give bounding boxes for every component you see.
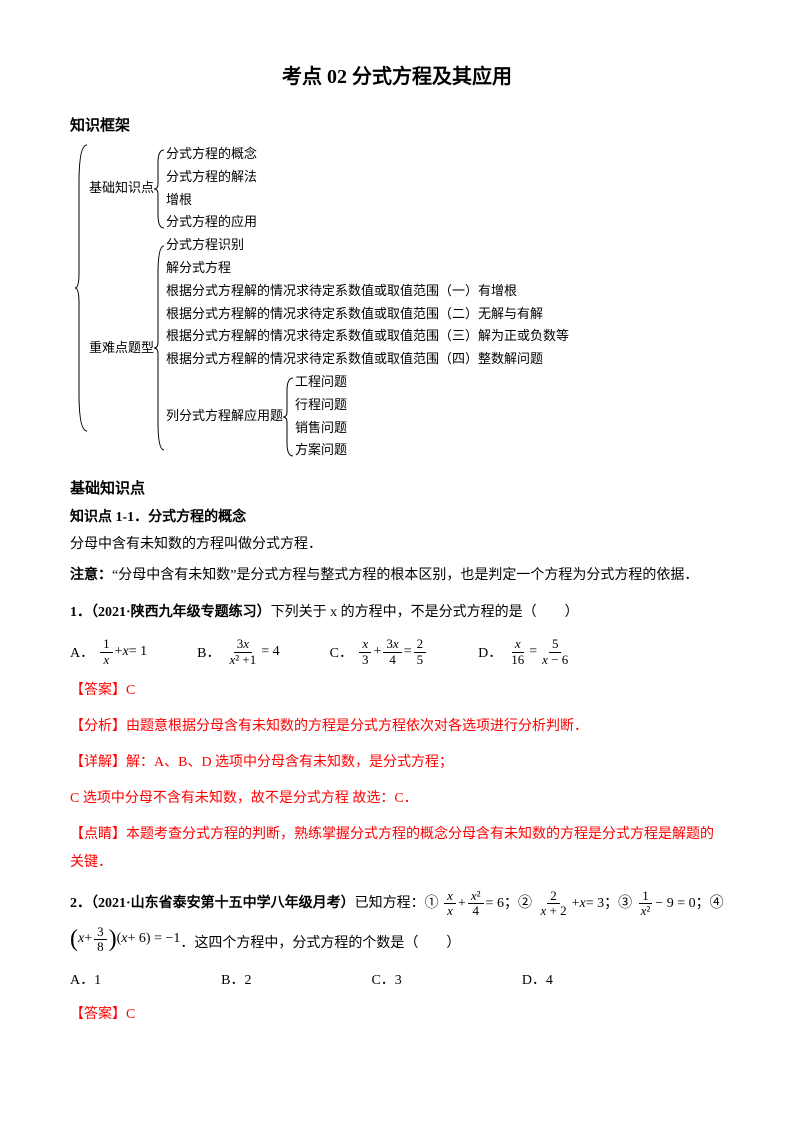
opt-label: C． bbox=[330, 642, 353, 662]
tree-item: 解分式方程 bbox=[166, 257, 569, 280]
kp-text: 分母中含有未知数的方程叫做分式方程． bbox=[70, 532, 724, 559]
point-label: 【点睛】 bbox=[70, 827, 126, 842]
opt-label: A． bbox=[70, 642, 94, 662]
question-1: 1．（2021·陕西九年级专题练习）下列关于 x 的方程中，不是分式方程的是（ … bbox=[70, 599, 724, 627]
q2-options: A．1 B．2 C．3 D．4 bbox=[70, 969, 724, 989]
tree-item: 方案问题 bbox=[295, 439, 347, 462]
q2-text2: ；② bbox=[504, 896, 532, 911]
tree-item: 分式方程的概念 bbox=[166, 143, 257, 166]
point-text: 本题考查分式方程的判断，熟练掌握分式方程的概念分母含有未知数的方程是分式方程是解… bbox=[70, 827, 714, 870]
page-title: 考点 02 分式方程及其应用 bbox=[70, 60, 724, 89]
tree-item: 根据分式方程解的情况求待定系数值或取值范围（一）有增根 bbox=[166, 280, 569, 303]
option-c: C． x3 + 3x4 = 25 bbox=[330, 637, 428, 667]
tree-item: 销售问题 bbox=[295, 417, 347, 440]
note-content: “分母中含有未知数”是分式方程与整式方程的根本区别，也是判定一个方程为分式方程的… bbox=[112, 568, 698, 583]
question-2-line2: (x + 38)(x + 6) = −1 ．这四个方程中，分式方程的个数是（ ） bbox=[70, 925, 724, 958]
tree-group2-label: 重难点题型 bbox=[89, 338, 154, 359]
brace-icon bbox=[154, 148, 166, 230]
opt-label: D． bbox=[478, 642, 502, 662]
brace-icon bbox=[154, 244, 166, 452]
math-expr: x16 = 5x − 6 bbox=[506, 637, 573, 667]
q1-detail1: 【详解】解：A、B、D 选项中分母含有未知数，是分式方程； bbox=[70, 749, 724, 777]
option-c: C．3 bbox=[371, 969, 401, 989]
tree-group1-label: 基础知识点 bbox=[89, 178, 154, 199]
tree-item: 分式方程的应用 bbox=[166, 211, 257, 234]
tree-sub-label: 列分式方程解应用题 bbox=[166, 406, 283, 427]
math-expr: 2x + 2 + x = 3 bbox=[535, 889, 604, 919]
knowledge-tree: 基础知识点 分式方程的概念 分式方程的解法 增根 分式方程的应用 重难点题型 bbox=[75, 143, 724, 462]
math-expr: xx + x²4 = 6 bbox=[442, 889, 504, 919]
q1-text: 下列关于 x 的方程中，不是分式方程的是（ ） bbox=[271, 605, 579, 620]
tree-item: 根据分式方程解的情况求待定系数值或取值范围（二）无解与有解 bbox=[166, 303, 569, 326]
option-b: B． 3xx² +1 = 4 bbox=[197, 637, 280, 667]
analysis-text: 由题意根据分母含有未知数的方程是分式方程依次对各选项进行分析判断． bbox=[126, 719, 588, 734]
q2-text4: ；④ bbox=[696, 896, 724, 911]
math-expr: 1x² − 9 = 0 bbox=[636, 889, 696, 919]
question-2: 2．（2021·山东省泰安第十五中学八年级月考）已知方程：① xx + x²4 … bbox=[70, 889, 724, 919]
tree-item: 分式方程识别 bbox=[166, 234, 569, 257]
math-expr: 1x + x = 1 bbox=[98, 637, 147, 667]
tree-item: 分式方程的解法 bbox=[166, 166, 257, 189]
option-b: B．2 bbox=[221, 969, 251, 989]
q1-point: 【点睛】本题考查分式方程的判断，熟练掌握分式方程的概念分母含有未知数的方程是分式… bbox=[70, 821, 724, 877]
q2-prefix: 2．（2021·山东省泰安第十五中学八年级月考） bbox=[70, 896, 355, 911]
q1-options: A． 1x + x = 1 B． 3xx² +1 = 4 C． x3 + 3x4… bbox=[70, 637, 724, 667]
q2-text3: ；③ bbox=[604, 896, 632, 911]
math-expr: 3xx² +1 = 4 bbox=[225, 637, 280, 667]
brace-icon bbox=[75, 143, 89, 433]
framework-header: 知识框架 bbox=[70, 114, 724, 135]
math-expr: x3 + 3x4 = 25 bbox=[357, 637, 428, 667]
note-text: 注意：“分母中含有未知数”是分式方程与整式方程的根本区别，也是判定一个方程为分式… bbox=[70, 563, 724, 590]
q1-analysis: 【分析】由题意根据分母含有未知数的方程是分式方程依次对各选项进行分析判断． bbox=[70, 713, 724, 741]
option-a: A．1 bbox=[70, 969, 101, 989]
q2-answer: 【答案】C bbox=[70, 1001, 724, 1029]
q1-detail2: C 选项中分母不含有未知数，故不是分式方程 故选：C． bbox=[70, 785, 724, 813]
math-expr: (x + 38)(x + 6) = −1 bbox=[70, 925, 180, 955]
q1-answer: 【答案】C bbox=[70, 677, 724, 705]
tree-item: 根据分式方程解的情况求待定系数值或取值范围（四）整数解问题 bbox=[166, 348, 569, 371]
tree-item: 工程问题 bbox=[295, 371, 347, 394]
opt-label: B． bbox=[197, 642, 220, 662]
detail-text: 解：A、B、D 选项中分母含有未知数，是分式方程； bbox=[126, 755, 453, 770]
option-a: A． 1x + x = 1 bbox=[70, 637, 147, 667]
q2-text5: ．这四个方程中，分式方程的个数是（ ） bbox=[180, 935, 460, 950]
detail-label: 【详解】 bbox=[70, 755, 126, 770]
tree-item: 行程问题 bbox=[295, 394, 347, 417]
option-d: D． x16 = 5x − 6 bbox=[478, 637, 573, 667]
kp-header: 知识点 1-1．分式方程的概念 bbox=[70, 506, 724, 526]
q1-prefix: 1．（2021·陕西九年级专题练习） bbox=[70, 605, 271, 620]
analysis-label: 【分析】 bbox=[70, 719, 126, 734]
tree-item: 增根 bbox=[166, 189, 257, 212]
basic-knowledge-header: 基础知识点 bbox=[70, 477, 724, 498]
q2-text1: 已知方程：① bbox=[355, 896, 439, 911]
note-label: 注意： bbox=[70, 568, 112, 583]
option-d: D．4 bbox=[522, 969, 553, 989]
brace-icon bbox=[283, 376, 295, 458]
tree-item: 根据分式方程解的情况求待定系数值或取值范围（三）解为正或负数等 bbox=[166, 325, 569, 348]
